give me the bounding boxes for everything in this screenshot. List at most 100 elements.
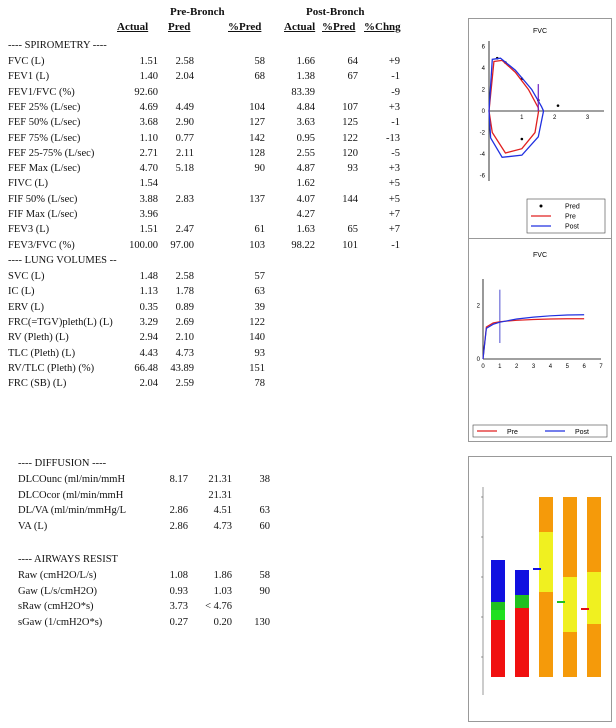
cell-pct-pred: 90 <box>259 585 271 597</box>
volume-time-chart: FVC 2 00 1 2 3 4 5 6 7 Pre Post <box>472 252 608 438</box>
legend-label: Pre <box>507 429 518 436</box>
cell-label: FEF 75% (L/sec) <box>8 132 81 144</box>
cell-pct-pred: 137 <box>249 193 265 205</box>
chart-title: FVC <box>533 28 547 35</box>
cell-label: DLCOcor (ml/min/mmH <box>18 489 124 501</box>
cell-label: FEV1 (L) <box>8 71 50 83</box>
col-actual-header: Actual <box>117 21 149 33</box>
chart-title: FVC <box>533 252 547 259</box>
cell-label: FEF 25% (L/sec) <box>8 101 81 113</box>
cell-pct-pred: 58 <box>259 570 271 581</box>
x-tick-label: 2 <box>553 115 557 121</box>
cell-pred: 2.90 <box>175 117 194 129</box>
bar-segment <box>491 610 505 620</box>
cell-pct-pred: 151 <box>249 362 265 374</box>
table-row: sGaw (1/cmH2O*s) 0.27 0.20 130 <box>0 617 300 632</box>
cell-label: FEF 50% (L/sec) <box>8 117 81 129</box>
cell-label: RV (Pleth) (L) <box>8 332 69 344</box>
table-row: FEF 75% (L/sec) 1.10 0.77 142 0.95 122 -13 <box>0 133 440 148</box>
cell-chng: -1 <box>391 239 400 251</box>
cell-pred: 21.31 <box>208 474 232 485</box>
section-title: ---- DIFFUSION ---- <box>18 458 107 469</box>
table-row: FRC (SB) (L) 2.04 2.59 78 <box>0 378 440 393</box>
cell-pred: 2.11 <box>176 147 194 159</box>
cell-pred: 0.77 <box>175 132 194 144</box>
cell-pct-pred: 68 <box>254 71 266 83</box>
table-row: VA (L) 2.86 4.73 60 <box>0 521 300 536</box>
x-tick-label: 3 <box>532 364 536 370</box>
cell-label: TLC (Pleth) (L) <box>8 347 76 359</box>
cell-chng: +5 <box>388 193 400 205</box>
cell-actual: 66.48 <box>134 362 158 374</box>
bar-segment <box>515 595 529 608</box>
col-post-pctpred-header: %Pred <box>322 21 356 33</box>
cell-post-actual: 1.63 <box>296 224 315 236</box>
cell-pct-pred: 103 <box>249 239 265 251</box>
cell-pred: 1.86 <box>213 570 232 581</box>
cell-post-pct: 107 <box>342 101 358 113</box>
table-row: TLC (Pleth) (L) 4.43 4.73 93 <box>0 348 440 363</box>
x-tick-label: 5 <box>566 364 570 370</box>
cell-post-actual: 3.63 <box>296 117 315 129</box>
cell-label: Raw (cmH2O/L/s) <box>18 570 97 581</box>
legend-label: Pre <box>565 214 576 221</box>
cell-label: IC (L) <box>8 286 35 298</box>
x-tick-label: 1 <box>520 115 524 121</box>
cell-actual: 8.17 <box>169 474 188 485</box>
legend-box <box>472 424 608 438</box>
cell-actual: 0.93 <box>169 585 188 597</box>
col-pctchng-header: %Chng <box>364 21 401 33</box>
lung-volume-bar-chart <box>481 487 601 695</box>
cell-label: sRaw (cmH2O*s) <box>18 601 94 612</box>
table-row: RV/TLC (Pleth) (%) 66.48 43.89 151 <box>0 363 440 378</box>
table-row: DLCOunc (ml/min/mmH 8.17 21.31 38 <box>0 474 300 489</box>
y-tick-label: -2 <box>480 131 486 137</box>
cell-post-actual: 4.07 <box>296 193 315 205</box>
pred-point <box>556 104 560 107</box>
cell-pred: 1.03 <box>213 585 232 597</box>
cell-actual: 3.29 <box>139 316 158 328</box>
cell-pred: 5.18 <box>175 163 194 175</box>
table-row: FRC(=TGV)pleth(L) (L) 3.29 2.69 122 <box>0 317 440 332</box>
x-tick-label: 2 <box>515 364 519 370</box>
cell-pct-pred: 93 <box>254 347 266 359</box>
cell-chng: -1 <box>391 71 400 83</box>
cell-post-actual: 4.87 <box>296 163 315 175</box>
y-tick-label: 6 <box>482 44 486 50</box>
y-tick-label: -6 <box>480 174 486 180</box>
cell-pred: 43.89 <box>170 362 194 374</box>
cell-post-pct: 125 <box>342 117 358 129</box>
table-row: FEF Max (L/sec) 4.70 5.18 90 4.87 93 +3 <box>0 163 440 178</box>
cell-actual: 92.60 <box>134 86 158 98</box>
section-title: ---- LUNG VOLUMES -- <box>8 255 117 266</box>
cell-pct-pred: 122 <box>249 316 265 328</box>
cell-pct-pred: 127 <box>249 117 265 129</box>
table-row: FIVC (L) 1.54 1.62 +5 <box>0 178 440 193</box>
cell-label: FEF 25-75% (L/sec) <box>8 147 95 159</box>
cell-pct-pred: 130 <box>254 616 270 628</box>
cell-label: FEV1/FVC (%) <box>8 86 75 98</box>
cell-label: RV/TLC (Pleth) (%) <box>8 362 95 374</box>
cell-pred: 4.49 <box>175 101 194 113</box>
cell-actual: 1.10 <box>139 132 158 144</box>
series-line-post <box>488 57 545 158</box>
y-tick-label: 2 <box>477 304 481 310</box>
table-row: FEV1/FVC (%) 92.60 83.39 -9 <box>0 87 440 102</box>
x-tick-label: 4 <box>549 364 553 370</box>
cell-actual: 0.27 <box>169 616 188 628</box>
pred-point <box>520 137 524 141</box>
bar-segment <box>515 570 529 595</box>
cell-pct-pred: 57 <box>254 271 266 282</box>
cell-actual: 0.35 <box>139 301 158 313</box>
y-tick-label: 0 <box>482 109 486 115</box>
cell-actual: 1.51 <box>139 224 158 236</box>
cell-pred: 2.59 <box>175 378 194 390</box>
y-tick-label: 4 <box>482 66 486 72</box>
cell-pct-pred: 63 <box>259 505 271 516</box>
cell-chng: +7 <box>388 224 400 236</box>
bar-segment <box>587 572 601 624</box>
cell-label: DL/VA (ml/min/mmHg/L <box>18 505 127 516</box>
cell-pred: 2.10 <box>175 332 194 344</box>
y-tick-label: 2 <box>482 87 486 93</box>
bar-segment <box>587 624 601 677</box>
